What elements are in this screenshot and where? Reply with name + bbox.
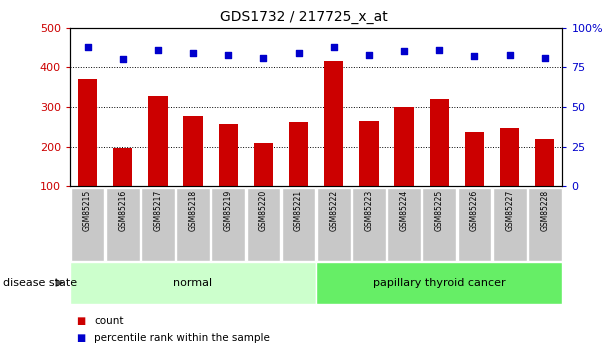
Bar	[289, 122, 308, 186]
Text: GSM85227: GSM85227	[505, 190, 514, 231]
Bar	[359, 121, 379, 186]
Point	[223, 52, 233, 57]
Bar	[113, 148, 133, 186]
Text: GSM85224: GSM85224	[399, 190, 409, 231]
Text: GSM85222: GSM85222	[330, 190, 338, 231]
Point	[329, 44, 339, 49]
Point	[434, 47, 444, 52]
Text: papillary thyroid cancer: papillary thyroid cancer	[373, 278, 506, 288]
FancyBboxPatch shape	[387, 188, 421, 261]
Text: GSM85216: GSM85216	[118, 190, 127, 231]
Point	[188, 50, 198, 56]
Text: GSM85225: GSM85225	[435, 190, 444, 231]
FancyBboxPatch shape	[492, 188, 527, 261]
Bar	[430, 99, 449, 186]
FancyBboxPatch shape	[316, 262, 562, 304]
Text: disease state: disease state	[3, 278, 77, 288]
Text: count: count	[94, 316, 124, 326]
FancyBboxPatch shape	[176, 188, 210, 261]
Point	[83, 44, 92, 49]
FancyBboxPatch shape	[282, 188, 316, 261]
FancyBboxPatch shape	[212, 188, 245, 261]
FancyBboxPatch shape	[317, 188, 351, 261]
Text: GSM85220: GSM85220	[259, 190, 268, 231]
FancyBboxPatch shape	[70, 262, 316, 304]
Bar	[465, 132, 484, 186]
Text: GSM85223: GSM85223	[364, 190, 373, 231]
Bar	[148, 96, 168, 186]
Text: GSM85219: GSM85219	[224, 190, 233, 231]
Point	[399, 49, 409, 54]
Bar	[78, 79, 97, 186]
Point	[364, 52, 374, 57]
Point	[153, 47, 163, 52]
Text: GSM85215: GSM85215	[83, 190, 92, 231]
Point	[505, 52, 514, 57]
Bar	[395, 107, 414, 186]
FancyBboxPatch shape	[246, 188, 280, 261]
FancyBboxPatch shape	[458, 188, 491, 261]
Text: GSM85221: GSM85221	[294, 190, 303, 231]
Bar	[254, 144, 273, 186]
Text: normal: normal	[173, 278, 213, 288]
Bar	[218, 124, 238, 186]
Text: GSM85226: GSM85226	[470, 190, 479, 231]
Point	[469, 53, 479, 59]
FancyBboxPatch shape	[71, 188, 105, 261]
Text: GSM85228: GSM85228	[541, 190, 549, 231]
Point	[118, 57, 128, 62]
Text: ■: ■	[76, 316, 85, 326]
Text: GSM85218: GSM85218	[188, 190, 198, 231]
Text: ■: ■	[76, 333, 85, 343]
FancyBboxPatch shape	[141, 188, 174, 261]
Bar	[500, 128, 519, 186]
Bar	[324, 61, 344, 186]
FancyBboxPatch shape	[423, 188, 456, 261]
Point	[540, 55, 550, 60]
Text: GSM85217: GSM85217	[153, 190, 162, 231]
FancyBboxPatch shape	[106, 188, 140, 261]
Point	[294, 50, 303, 56]
Bar	[184, 116, 202, 186]
Bar	[535, 139, 554, 186]
FancyBboxPatch shape	[352, 188, 386, 261]
Text: percentile rank within the sample: percentile rank within the sample	[94, 333, 270, 343]
Point	[258, 55, 268, 60]
FancyBboxPatch shape	[528, 188, 562, 261]
Text: GDS1732 / 217725_x_at: GDS1732 / 217725_x_at	[220, 10, 388, 24]
